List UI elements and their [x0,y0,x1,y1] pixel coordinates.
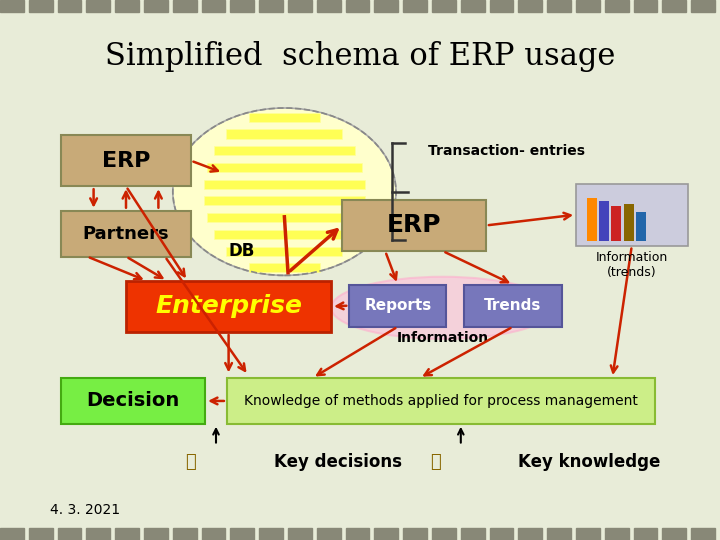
Text: Enterprise: Enterprise [155,294,302,319]
Bar [0,0,24,12]
FancyBboxPatch shape [349,285,446,327]
Text: Information
(trends): Information (trends) [596,251,668,279]
Bar [403,528,427,540]
Bar [259,0,283,12]
Bar [691,0,715,12]
Bar [214,146,355,156]
Bar [230,528,254,540]
Text: Key decisions: Key decisions [274,453,402,471]
Text: 4. 3. 2021: 4. 3. 2021 [50,503,120,517]
Text: ⚿: ⚿ [186,453,196,471]
FancyBboxPatch shape [227,378,655,424]
Bar [547,0,571,12]
Bar [58,0,81,12]
Bar [605,0,629,12]
Bar [86,0,110,12]
Bar [204,179,365,189]
Bar [144,0,168,12]
Text: ERP: ERP [387,213,441,238]
Bar [432,0,456,12]
Bar [288,528,312,540]
Bar [624,204,634,241]
Bar [226,129,343,138]
Bar [599,201,609,241]
Bar [317,528,341,540]
Text: Knowledge of methods applied for process management: Knowledge of methods applied for process… [244,394,638,408]
Bar [547,528,571,540]
Text: Reports: Reports [364,298,431,313]
Bar [214,230,355,239]
Bar [115,0,139,12]
Bar [576,184,688,246]
Bar [202,0,225,12]
Bar [490,0,513,12]
Bar [611,206,621,241]
Bar [374,528,398,540]
Bar [288,0,312,12]
Bar [461,528,485,540]
Bar [587,198,597,241]
Bar [662,0,686,12]
Bar [576,0,600,12]
FancyBboxPatch shape [464,285,562,327]
Bar [461,0,485,12]
Ellipse shape [331,276,554,339]
Text: Transaction- entries: Transaction- entries [428,144,585,158]
Bar [634,0,657,12]
Bar [204,197,365,206]
FancyBboxPatch shape [342,200,486,251]
Bar [634,528,657,540]
Bar [58,528,81,540]
Bar [374,0,398,12]
Bar [346,528,369,540]
Text: Simplified  schema of ERP usage: Simplified schema of ERP usage [105,41,615,72]
Bar [173,528,197,540]
Text: Decision: Decision [86,392,180,410]
Bar [173,0,197,12]
Bar [249,113,320,122]
Bar [691,528,715,540]
Bar [518,0,542,12]
Bar [346,0,369,12]
Text: Partners: Partners [83,225,169,242]
Circle shape [173,108,396,275]
Bar [317,0,341,12]
Bar [662,528,686,540]
Bar [636,212,646,241]
Text: Key knowledge: Key knowledge [518,453,661,471]
Bar [86,528,110,540]
Bar [202,528,225,540]
FancyBboxPatch shape [61,378,205,424]
Text: ERP: ERP [102,151,150,171]
Bar [259,528,283,540]
Text: ⚿: ⚿ [431,453,441,471]
Text: Information: Information [397,330,489,345]
Bar [0,528,24,540]
Bar [490,528,513,540]
Text: Trends: Trends [485,298,541,313]
Bar [29,528,53,540]
Bar [207,213,362,222]
Bar [144,528,168,540]
Bar [576,528,600,540]
FancyBboxPatch shape [61,211,191,256]
Bar [432,528,456,540]
Bar [249,263,320,272]
FancyBboxPatch shape [126,281,331,332]
Bar [518,528,542,540]
Bar [230,0,254,12]
Bar [207,163,362,172]
FancyBboxPatch shape [61,135,191,186]
Bar [226,246,343,255]
Bar [115,528,139,540]
Bar [403,0,427,12]
Bar [29,0,53,12]
Text: DB: DB [228,242,254,260]
Bar [605,528,629,540]
